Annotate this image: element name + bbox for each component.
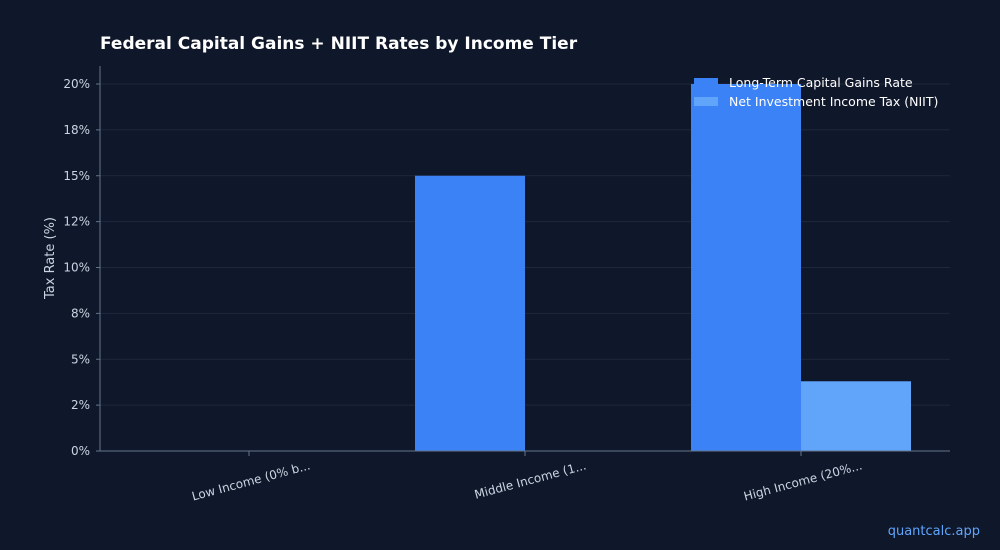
y-tick-label: 12% (63, 215, 90, 229)
y-tick-label: 18% (63, 123, 90, 137)
bar-ltcg-1[interactable] (415, 175, 525, 451)
legend[interactable]: Long-Term Capital Gains Rate Net Investme… (694, 75, 938, 109)
x-tick-label: High Income (20%... (742, 458, 864, 503)
x-ticks: Low Income (0% b... Middle Income (1... Hi… (190, 451, 864, 504)
chart-title: Federal Capital Gains + NIIT Rates by In… (100, 34, 578, 54)
legend-label: Net Investment Income Tax (NIIT) (729, 94, 938, 109)
y-axis-label: Tax Rate (%) (43, 217, 58, 300)
legend-label: Long-Term Capital Gains Rate (729, 75, 913, 90)
y-tick-label: 0% (71, 444, 90, 458)
y-tick-label: 8% (71, 306, 90, 320)
y-tick-label: 2% (71, 398, 90, 412)
x-tick-label: Low Income (0% b... (190, 458, 311, 503)
watermark[interactable]: quantcalc.app (887, 524, 980, 539)
bars-group (415, 84, 911, 451)
y-tick-label: 10% (63, 261, 90, 275)
legend-swatch (694, 78, 718, 87)
y-tick-label: 5% (71, 352, 90, 366)
y-ticks: 0% 2% 5% 8% 10% 12% 15% 18% 20% (63, 77, 100, 458)
y-tick-label: 15% (63, 169, 90, 183)
bar-niit-2[interactable] (801, 381, 911, 451)
bar-ltcg-2[interactable] (691, 84, 801, 451)
y-tick-label: 20% (63, 77, 90, 91)
legend-swatch (694, 97, 718, 106)
x-tick-label: Middle Income (1... (473, 458, 588, 501)
